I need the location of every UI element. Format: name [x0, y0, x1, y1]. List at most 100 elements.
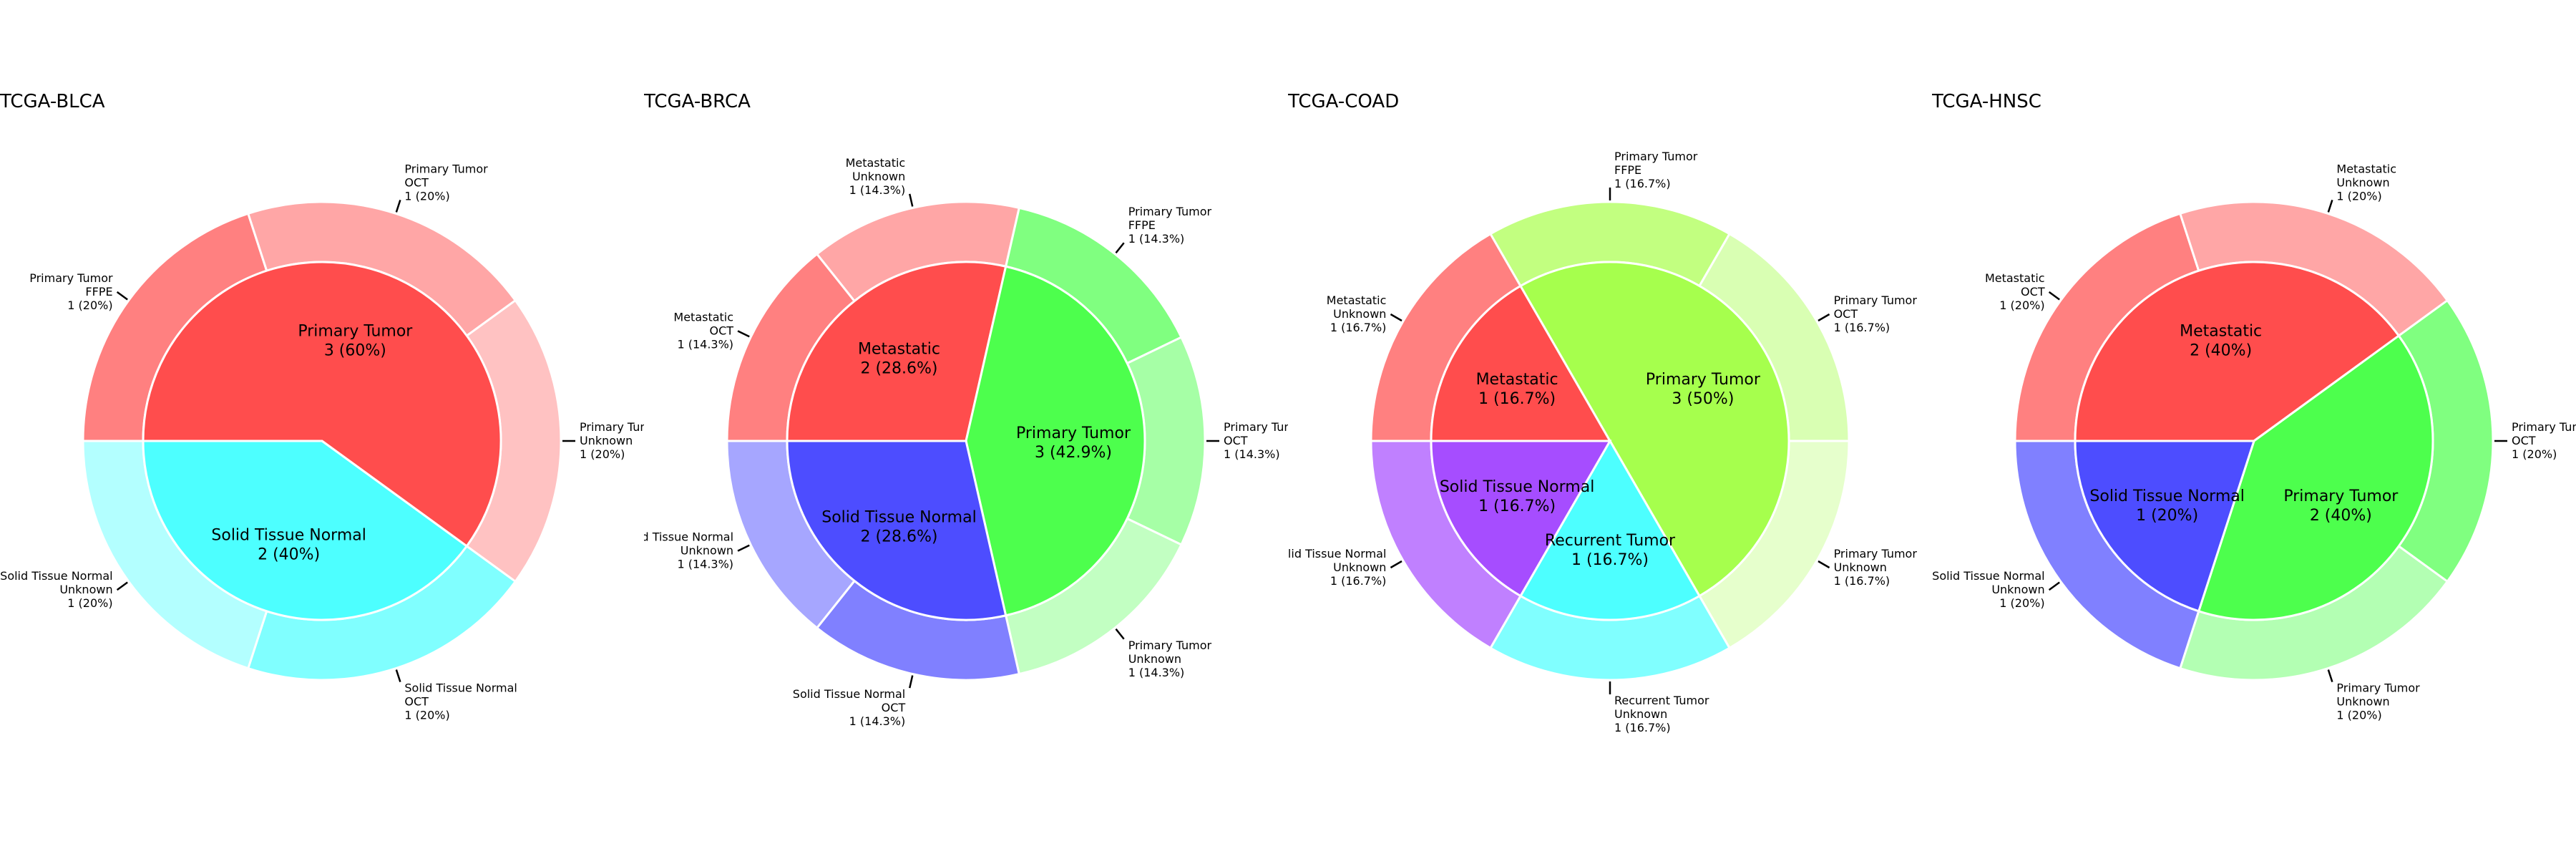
- outer-slice-label-line: 1 (20%): [2512, 447, 2557, 461]
- inner-slice-label-value: 2 (40%): [2190, 341, 2252, 359]
- outer-slice-label-line: 1 (20%): [580, 447, 625, 461]
- outer-slice-label-line: Solid Tissue Normal: [0, 569, 112, 583]
- outer-slice-label-line: 1 (20%): [2336, 189, 2381, 203]
- outer-slice-label-line: 1 (14.3%): [677, 337, 733, 351]
- outer-slice-label-line: 1 (14.3%): [1128, 232, 1185, 246]
- outer-slice-label-line: 1 (20%): [404, 189, 449, 203]
- outer-slice-label: Primary Tumor FFPE 1 (14.3%): [1128, 205, 1212, 246]
- inner-slice-label-name: Recurrent Tumor: [1545, 532, 1676, 550]
- outer-slice-label-line: 1 (20%): [404, 709, 449, 722]
- outer-slice-label-line: Primary Tumor: [1128, 205, 1212, 218]
- outer-label-leader: [1115, 242, 1125, 254]
- outer-slice-label-line: OCT: [2021, 285, 2045, 299]
- inner-slice-label-name: Metastatic: [1476, 371, 1558, 389]
- outer-slice-label-line: Primary Tumor: [404, 162, 488, 175]
- outer-slice-label-line: 1 (20%): [1999, 299, 2044, 312]
- outer-slice-label: Primary Tumor Unknown 1 (20%): [2336, 681, 2420, 722]
- chart-title: TCGA-BRCA: [643, 91, 751, 112]
- outer-slice-label-line: 1 (16.7%): [1614, 721, 1671, 734]
- inner-slice-label: Solid Tissue Normal 2 (40%): [211, 527, 366, 564]
- outer-label-leader: [1818, 313, 1830, 322]
- outer-label-leader: [1818, 560, 1830, 569]
- inner-pie-slice: [142, 440, 469, 621]
- inner-slice-label-value: 1 (16.7%): [1571, 551, 1649, 569]
- outer-slice-label-line: Primary Tumor: [2512, 420, 2576, 434]
- outer-label-leader: [2327, 669, 2333, 683]
- outer-slice-label-line: Solid Tissue Normal: [793, 687, 905, 701]
- inner-pie-slice: [1430, 440, 1612, 598]
- inner-slice-label-value: 2 (40%): [2310, 507, 2372, 525]
- outer-slice-label-line: 1 (16.7%): [1834, 321, 1890, 334]
- outer-slice-label: Primary Tumor FFPE 1 (16.7%): [1614, 150, 1698, 190]
- outer-slice-label: Primary Tumor OCT 1 (14.3%): [1224, 420, 1307, 461]
- inner-slice-label-value: 1 (20%): [2136, 507, 2198, 525]
- outer-slice-label-line: FFPE: [85, 285, 112, 299]
- outer-slice-label-line: Primary Tumor: [2336, 681, 2420, 695]
- outer-slice-label: Metastatic Unknown 1 (16.7%): [1327, 293, 1387, 334]
- outer-slice-label-line: Unknown: [1991, 583, 2044, 596]
- outer-slice-label-line: OCT: [2512, 434, 2536, 447]
- inner-slice-label-name: Solid Tissue Normal: [2089, 487, 2244, 505]
- outer-label-leader: [1115, 628, 1125, 640]
- chart-title: TCGA-BLCA: [0, 91, 105, 112]
- chart-title: TCGA-COAD: [1287, 91, 1399, 112]
- outer-slice-label-line: Recurrent Tumor: [1614, 694, 1709, 707]
- outer-label-leader: [2048, 291, 2060, 301]
- outer-slice-label-line: Primary Tumor: [580, 420, 663, 434]
- outer-slice-label: Primary Tumor Unknown 1 (20%): [580, 420, 663, 461]
- inner-slice-label-name: Primary Tumor: [1646, 371, 1761, 389]
- outer-slice-label-line: Metastatic: [1327, 293, 1387, 307]
- inner-slice-label-name: Solid Tissue Normal: [821, 508, 976, 526]
- outer-slice-label-line: 1 (20%): [67, 299, 112, 312]
- inner-slice-label: Metastatic 2 (40%): [2180, 322, 2262, 359]
- inner-slice-label-name: Solid Tissue Normal: [1440, 478, 1594, 496]
- outer-slice-label-line: Primary Tumor: [1224, 420, 1307, 434]
- outer-slice-label-line: Metastatic: [673, 310, 733, 324]
- outer-slice-label-line: 1 (16.7%): [1330, 321, 1387, 334]
- outer-slice-label-line: OCT: [1834, 307, 1858, 321]
- inner-pie-slice: [2074, 261, 2401, 442]
- outer-label-leader: [737, 330, 750, 338]
- outer-slice-label: Solid Tissue Normal Unknown 1 (16.7%): [1274, 547, 1386, 588]
- inner-slice-label: Primary Tumor 3 (42.9%): [1016, 424, 1131, 462]
- outer-slice-label: Solid Tissue Normal Unknown 1 (14.3%): [621, 530, 733, 571]
- outer-slice-label-line: Metastatic: [2336, 162, 2396, 175]
- outer-label-leader: [909, 193, 914, 207]
- outer-label-leader: [395, 669, 401, 683]
- outer-slice-label-line: 1 (14.3%): [849, 714, 906, 728]
- outer-slice-label: Solid Tissue Normal Unknown 1 (20%): [0, 569, 112, 610]
- outer-slice-label: Primary Tumor Unknown 1 (14.3%): [1128, 639, 1212, 679]
- outer-slice-label: Recurrent Tumor Unknown 1 (16.7%): [1614, 694, 1709, 734]
- outer-slice-label-line: Solid Tissue Normal: [621, 530, 733, 544]
- outer-slice-label: Metastatic Unknown 1 (20%): [2336, 162, 2396, 203]
- outer-slice-label: Primary Tumor FFPE 1 (20%): [29, 271, 113, 312]
- outer-slice-label-line: OCT: [710, 324, 734, 337]
- outer-slice-label-line: Primary Tumor: [1614, 150, 1698, 163]
- outer-label-leader: [116, 581, 128, 591]
- inner-slice-label-value: 2 (40%): [258, 546, 320, 564]
- outer-slice-label-line: 1 (20%): [2336, 709, 2381, 722]
- outer-slice-label-line: OCT: [404, 695, 429, 709]
- inner-slice-label: Metastatic 1 (16.7%): [1476, 371, 1558, 408]
- chart-title: TCGA-HNSC: [1931, 91, 2041, 112]
- inner-slice-label: Solid Tissue Normal 1 (20%): [2089, 487, 2244, 525]
- outer-slice-label: Solid Tissue Normal Unknown 1 (20%): [1932, 569, 2044, 610]
- outer-slice-label-line: Unknown: [680, 544, 733, 558]
- outer-slice-label-line: Unknown: [1834, 560, 1887, 574]
- outer-label-leader: [2327, 199, 2333, 213]
- outer-slice-label-line: 1 (16.7%): [1614, 177, 1671, 190]
- inner-slice-label: Metastatic 2 (28.6%): [858, 341, 940, 378]
- outer-slice-label-line: 1 (20%): [1999, 596, 2044, 610]
- outer-slice-label-line: Unknown: [59, 583, 112, 596]
- inner-pie-slice: [1518, 439, 1702, 621]
- outer-slice-label-line: Unknown: [580, 434, 633, 447]
- inner-slice-label-value: 1 (16.7%): [1478, 390, 1556, 408]
- inner-pie-slice: [1430, 284, 1612, 442]
- outer-label-leader: [116, 291, 128, 301]
- outer-slice-label-line: 1 (14.3%): [1224, 447, 1280, 461]
